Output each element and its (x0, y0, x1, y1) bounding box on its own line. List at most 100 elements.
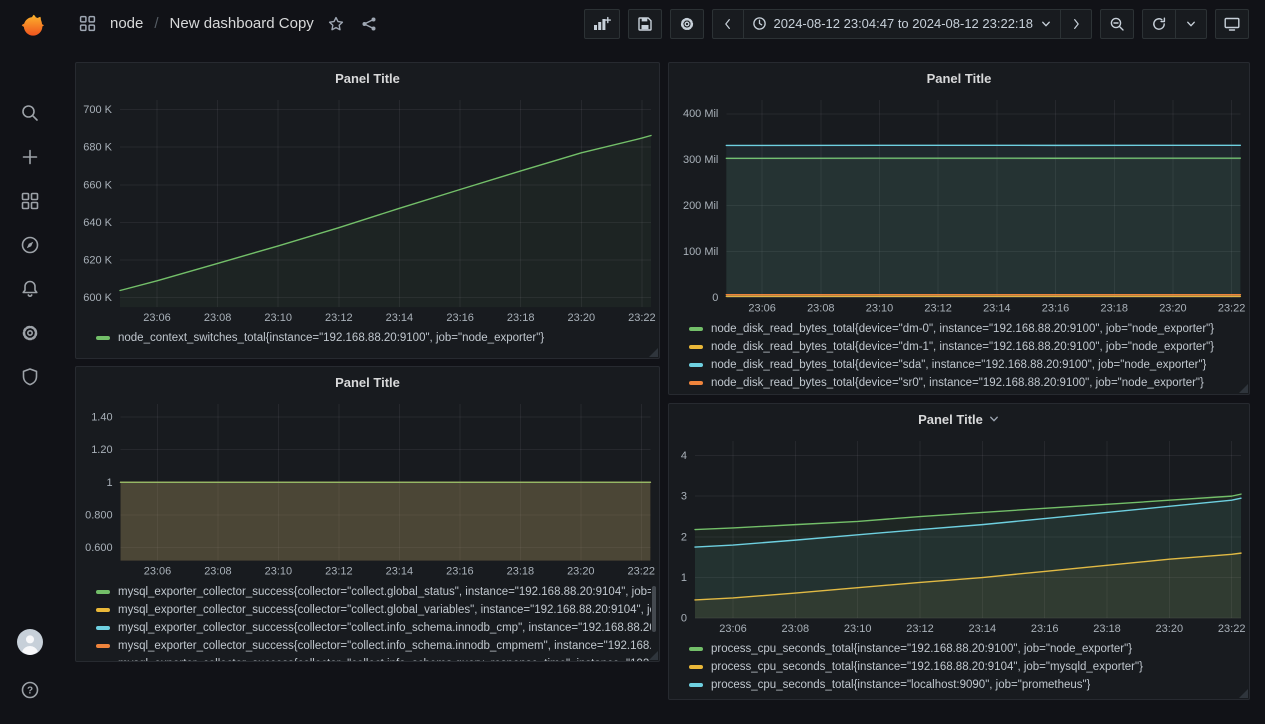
zoom-out-button[interactable] (1100, 8, 1134, 39)
dashboards-grid-icon (21, 192, 39, 210)
series-color-swatch (689, 647, 703, 652)
legend-item[interactable]: mysql_exporter_collector_success{collect… (96, 583, 651, 601)
time-range-picker[interactable]: 2024-08-12 23:04:47 to 2024-08-12 23:22:… (742, 8, 1061, 39)
legend-item[interactable]: node_disk_read_bytes_total{device="dm-1"… (689, 338, 1241, 356)
series-label[interactable]: node_disk_read_bytes_total{device="sda",… (711, 358, 1207, 371)
series-label[interactable]: mysql_exporter_collector_success{collect… (118, 603, 651, 616)
sidebar-item-search[interactable] (8, 91, 52, 135)
series-line[interactable] (119, 134, 652, 292)
x-axis-tick-label: 23:06 (143, 312, 171, 324)
time-series-chart[interactable]: 23:06 23:08 23:10 23:12 23:14 23:16 23:18 23:20… (76, 397, 659, 580)
x-axis-tick-label: 23:20 (567, 566, 594, 578)
legend-item[interactable]: mysql_exporter_collector_success{collect… (96, 637, 651, 655)
user-avatar[interactable] (8, 620, 52, 664)
dashboards-icon (76, 12, 99, 35)
dashboard-settings-button[interactable] (669, 8, 704, 39)
chart-area: 23:06 23:08 23:10 23:12 23:14 23:16 23:18 23:20… (76, 93, 659, 326)
series-label[interactable]: node_context_switches_total{instance="19… (118, 332, 545, 345)
legend-item[interactable]: node_disk_read_bytes_total{device="sda",… (689, 356, 1241, 374)
series-color-swatch (96, 625, 110, 630)
series-label[interactable]: process_cpu_seconds_total{instance="192.… (711, 661, 1143, 674)
panel-header[interactable]: Panel Title (76, 367, 659, 397)
breadcrumb-dashboard-title[interactable]: New dashboard Copy (169, 15, 314, 32)
sidebar-item-configuration[interactable] (8, 311, 52, 355)
panel-resize-handle[interactable] (1239, 384, 1248, 393)
panel-header[interactable]: Panel Title (669, 404, 1249, 434)
panel-menu-caret-icon[interactable] (988, 413, 1000, 425)
time-picker-group: 2024-08-12 23:04:47 to 2024-08-12 23:22:… (711, 8, 1092, 39)
y-axis-tick-label: 1 (681, 572, 687, 584)
time-range-forward-button[interactable] (1060, 8, 1092, 39)
time-series-chart[interactable]: 23:06 23:08 23:10 23:12 23:14 23:16 23:18 23:20… (669, 434, 1249, 637)
series-label[interactable]: mysql_exporter_collector_success{collect… (118, 585, 651, 598)
series-label[interactable]: process_cpu_seconds_total{instance="loca… (711, 679, 1091, 692)
legend-scrollbar[interactable] (652, 585, 656, 632)
legend-item[interactable]: node_disk_read_bytes_total{device="dm-0"… (689, 320, 1241, 338)
series-area (120, 482, 651, 561)
sidebar-item-dashboards[interactable] (8, 179, 52, 223)
series-line[interactable] (694, 493, 1242, 531)
panel-header[interactable]: Panel Title (669, 63, 1249, 93)
chart-area: 23:06 23:08 23:10 23:12 23:14 23:16 23:18 23:20… (669, 93, 1249, 317)
x-axis-tick-label: 23:10 (265, 566, 292, 578)
time-series-chart[interactable]: 23:06 23:08 23:10 23:12 23:14 23:16 23:18 23:20… (76, 93, 659, 326)
series-label[interactable]: process_cpu_seconds_total{instance="192.… (711, 643, 1133, 656)
sidebar-item-help[interactable]: ? (8, 668, 52, 712)
legend-item[interactable]: node_context_switches_total{instance="19… (96, 329, 651, 347)
refresh-icon (1153, 17, 1166, 30)
sidebar-item-alerting[interactable] (8, 267, 52, 311)
sidebar-item-explore[interactable] (8, 223, 52, 267)
save-dashboard-button[interactable] (627, 8, 662, 39)
panel-title[interactable]: Panel Title (335, 70, 400, 86)
mark-favorite-button[interactable] (325, 13, 347, 35)
y-axis-tick-label: 680 K (83, 142, 112, 154)
share-dashboard-button[interactable] (358, 13, 380, 35)
time-range-back-button[interactable] (711, 8, 744, 39)
sidebar-item-create[interactable] (8, 135, 52, 179)
legend-item[interactable]: node_disk_read_bytes_total{device="sr0",… (689, 374, 1241, 392)
grafana-logo[interactable] (13, 9, 47, 43)
series-label[interactable]: mysql_exporter_collector_success{collect… (118, 658, 651, 661)
panel-process-cpu: Panel Title 23:06 23:08 23:10 23:12 23:14 23:… (668, 403, 1250, 700)
add-panel-button[interactable] (583, 8, 620, 39)
series-label[interactable]: node_disk_read_bytes_total{device="sr0",… (711, 376, 1204, 389)
series-label[interactable]: node_disk_read_bytes_total{device="dm-1"… (711, 340, 1215, 353)
legend-item[interactable]: mysql_exporter_collector_success{collect… (96, 655, 651, 661)
panel-title[interactable]: Panel Title (918, 411, 983, 427)
panel-resize-handle[interactable] (649, 348, 658, 357)
series-line[interactable] (694, 552, 1242, 601)
time-series-chart[interactable]: 23:06 23:08 23:10 23:12 23:14 23:16 23:18 23:20… (669, 93, 1249, 317)
legend: node_disk_read_bytes_total{device="dm-0"… (669, 317, 1249, 395)
y-axis-tick-label: 0 (712, 292, 718, 304)
panel-resize-handle[interactable] (649, 651, 658, 660)
sidebar-item-server-admin[interactable] (8, 355, 52, 399)
panel-title[interactable]: Panel Title (335, 374, 400, 390)
sidebar-bottom: ? (8, 620, 52, 712)
breadcrumb-folder[interactable]: node (110, 15, 144, 32)
chevron-down-icon (1042, 21, 1050, 26)
series-area (726, 294, 1241, 298)
cycle-view-mode-button[interactable] (1215, 8, 1249, 39)
y-axis-tick-label: 660 K (83, 179, 112, 191)
legend-item[interactable]: process_cpu_seconds_total{instance="loca… (689, 676, 1241, 694)
x-axis-tick-label: 23:06 (748, 303, 775, 315)
panel-header[interactable]: Panel Title (76, 63, 659, 93)
series-label[interactable]: node_disk_read_bytes_total{device="dm-0"… (711, 322, 1215, 335)
refresh-button[interactable] (1142, 8, 1176, 39)
refresh-group (1142, 8, 1207, 39)
series-color-swatch (689, 380, 703, 385)
series-label[interactable]: mysql_exporter_collector_success{collect… (118, 639, 651, 652)
series-area (726, 145, 1241, 298)
legend-item[interactable]: process_cpu_seconds_total{instance="192.… (689, 640, 1241, 658)
legend-item[interactable]: mysql_exporter_collector_success{collect… (96, 619, 651, 637)
legend-item[interactable]: process_cpu_seconds_total{instance="192.… (689, 658, 1241, 676)
panel-title[interactable]: Panel Title (926, 70, 992, 86)
series-label[interactable]: mysql_exporter_collector_success{collect… (118, 621, 651, 634)
panel-resize-handle[interactable] (1239, 689, 1248, 698)
series-area (120, 482, 651, 561)
series-line[interactable] (694, 497, 1242, 548)
refresh-interval-dropdown[interactable] (1175, 8, 1207, 39)
x-axis-tick-label: 23:06 (719, 623, 747, 635)
series-area (120, 135, 651, 308)
legend-item[interactable]: mysql_exporter_collector_success{collect… (96, 601, 651, 619)
